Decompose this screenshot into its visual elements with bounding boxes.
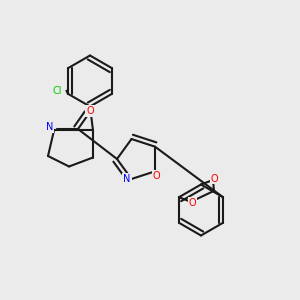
Text: O: O (189, 198, 196, 208)
Text: O: O (211, 173, 218, 184)
Text: O: O (86, 106, 94, 116)
Text: N: N (123, 174, 131, 184)
Text: N: N (46, 122, 53, 133)
Text: O: O (153, 171, 160, 181)
Text: Cl: Cl (53, 86, 62, 96)
